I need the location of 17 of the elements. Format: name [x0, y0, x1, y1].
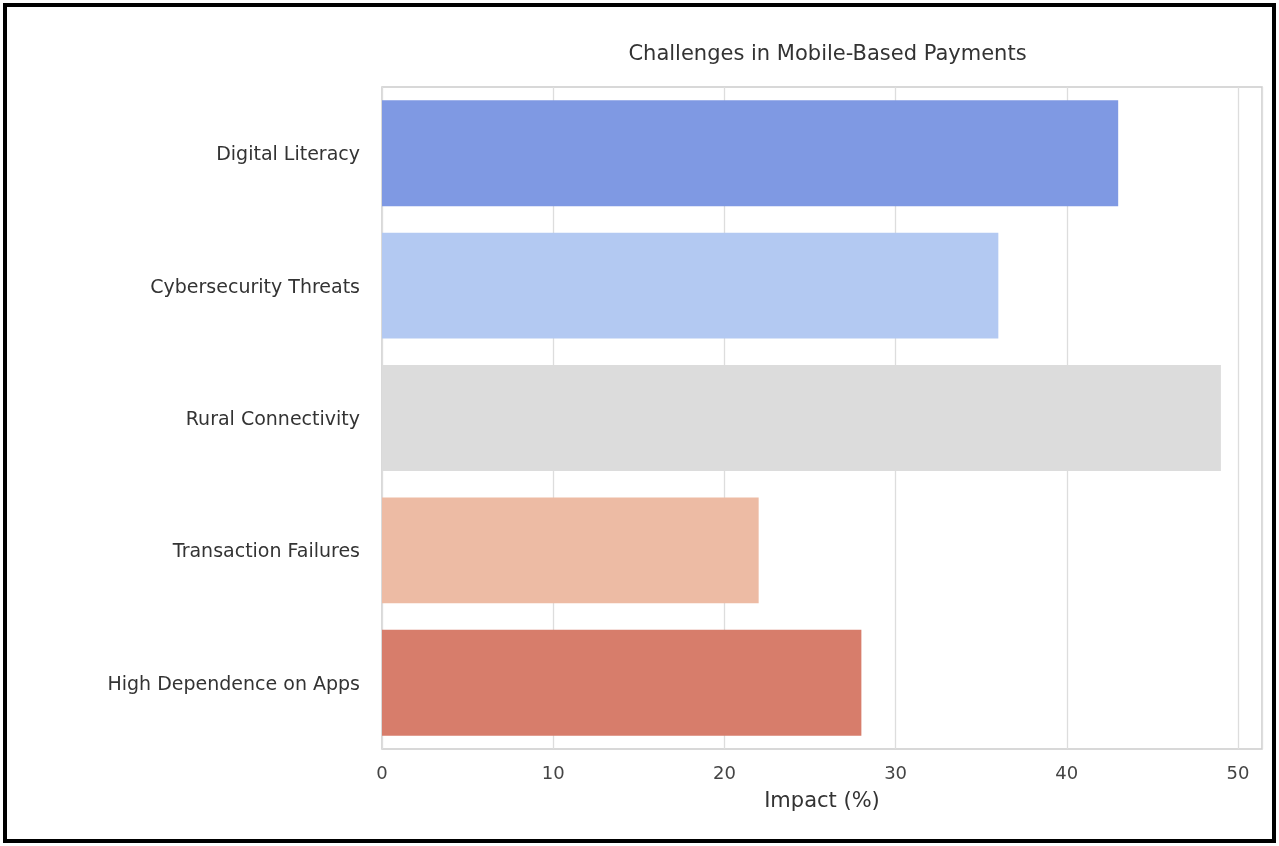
x-axis-title: Impact (%)	[764, 787, 880, 812]
x-tick-label: 0	[376, 761, 388, 783]
x-tick-label: 40	[1055, 761, 1079, 783]
x-tick-label: 30	[884, 761, 908, 783]
y-tick-label: Cybersecurity Threats	[150, 274, 360, 297]
bar	[382, 629, 862, 736]
bar	[382, 497, 759, 604]
x-tick-label: 20	[712, 761, 736, 783]
x-tick-label: 50	[1226, 761, 1250, 783]
x-tick-label: 10	[541, 761, 565, 783]
y-tick-label: High Dependence on Apps	[107, 671, 360, 694]
bar	[382, 100, 1119, 207]
y-tick-label: Digital Literacy	[216, 142, 360, 165]
y-tick-label: Transaction Failures	[171, 539, 360, 562]
y-tick-label: Rural Connectivity	[185, 407, 360, 429]
bar	[382, 232, 999, 339]
chart-title: Challenges in Mobile-Based Payments	[628, 40, 1027, 65]
